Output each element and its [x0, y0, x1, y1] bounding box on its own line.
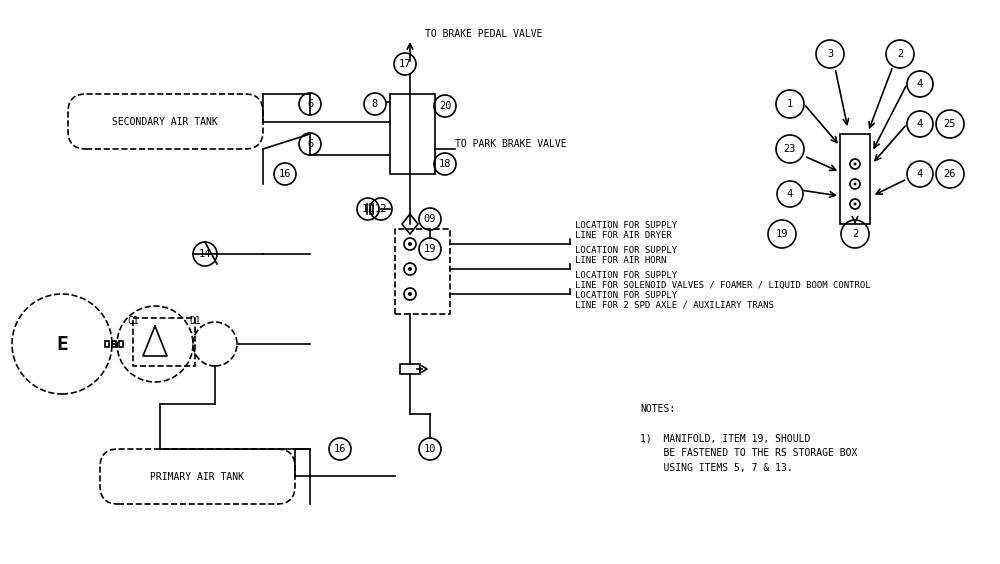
Text: LOCATION FOR SUPPLY
LINE FOR AIR DRYER: LOCATION FOR SUPPLY LINE FOR AIR DRYER [575, 221, 677, 240]
Text: 6: 6 [307, 139, 313, 149]
Text: SECONDARY AIR TANK: SECONDARY AIR TANK [112, 117, 218, 127]
Circle shape [854, 202, 856, 205]
Text: 17: 17 [399, 59, 411, 69]
Bar [400, 364, 420, 374]
Text: 1: 1 [787, 99, 793, 109]
Text: 18: 18 [439, 159, 451, 169]
Text: E: E [56, 334, 68, 354]
Text: 25: 25 [944, 119, 956, 129]
Text: LOCATION FOR SUPPLY
LINE FOR SOLENOID VALVES / FOAMER / LIQUID BOOM CONTROL: LOCATION FOR SUPPLY LINE FOR SOLENOID VA… [575, 271, 871, 290]
Text: 14: 14 [199, 249, 211, 259]
Text: 16: 16 [279, 169, 291, 179]
Text: 11: 11 [362, 204, 374, 214]
Bar [840, 134, 870, 224]
Text: 4: 4 [917, 79, 923, 89]
Text: 12: 12 [375, 204, 387, 214]
Text: 8: 8 [372, 99, 378, 109]
Text: PRIMARY AIR TANK: PRIMARY AIR TANK [150, 472, 244, 482]
Bar [119, 341, 123, 347]
Bar [105, 341, 109, 347]
Text: 4: 4 [787, 189, 793, 199]
Text: LOCATION FOR SUPPLY
LINE FOR 2 SPD AXLE / AUXILIARY TRANS: LOCATION FOR SUPPLY LINE FOR 2 SPD AXLE … [575, 290, 774, 310]
Text: 16: 16 [334, 444, 346, 454]
Text: D1: D1 [189, 316, 201, 326]
Circle shape [854, 183, 856, 186]
Circle shape [854, 162, 856, 165]
Circle shape [408, 292, 412, 296]
Text: 20: 20 [439, 101, 451, 111]
Text: 6: 6 [307, 99, 313, 109]
Text: 19: 19 [424, 244, 436, 254]
Text: 4: 4 [917, 119, 923, 129]
Text: 2: 2 [852, 229, 858, 239]
Bar [112, 341, 116, 347]
Text: LOCATION FOR SUPPLY
LINE FOR AIR HORN: LOCATION FOR SUPPLY LINE FOR AIR HORN [575, 245, 677, 265]
Text: 26: 26 [944, 169, 956, 179]
Text: 4: 4 [917, 169, 923, 179]
Text: TO BRAKE PEDAL VALVE: TO BRAKE PEDAL VALVE [425, 29, 542, 39]
Circle shape [408, 242, 412, 246]
Text: 09: 09 [424, 214, 436, 224]
Text: 19: 19 [776, 229, 788, 239]
Text: 10: 10 [424, 444, 436, 454]
Circle shape [408, 267, 412, 271]
Bar [390, 94, 435, 174]
Text: C1: C1 [127, 316, 139, 326]
Text: TO PARK BRAKE VALVE: TO PARK BRAKE VALVE [455, 139, 567, 149]
Text: 23: 23 [784, 144, 796, 154]
Text: NOTES:

1)  MANIFOLD, ITEM 19, SHOULD
    BE FASTENED TO THE RS STORAGE BOX
    : NOTES: 1) MANIFOLD, ITEM 19, SHOULD BE F… [640, 404, 857, 473]
Text: 3: 3 [827, 49, 833, 59]
Text: 2: 2 [897, 49, 903, 59]
